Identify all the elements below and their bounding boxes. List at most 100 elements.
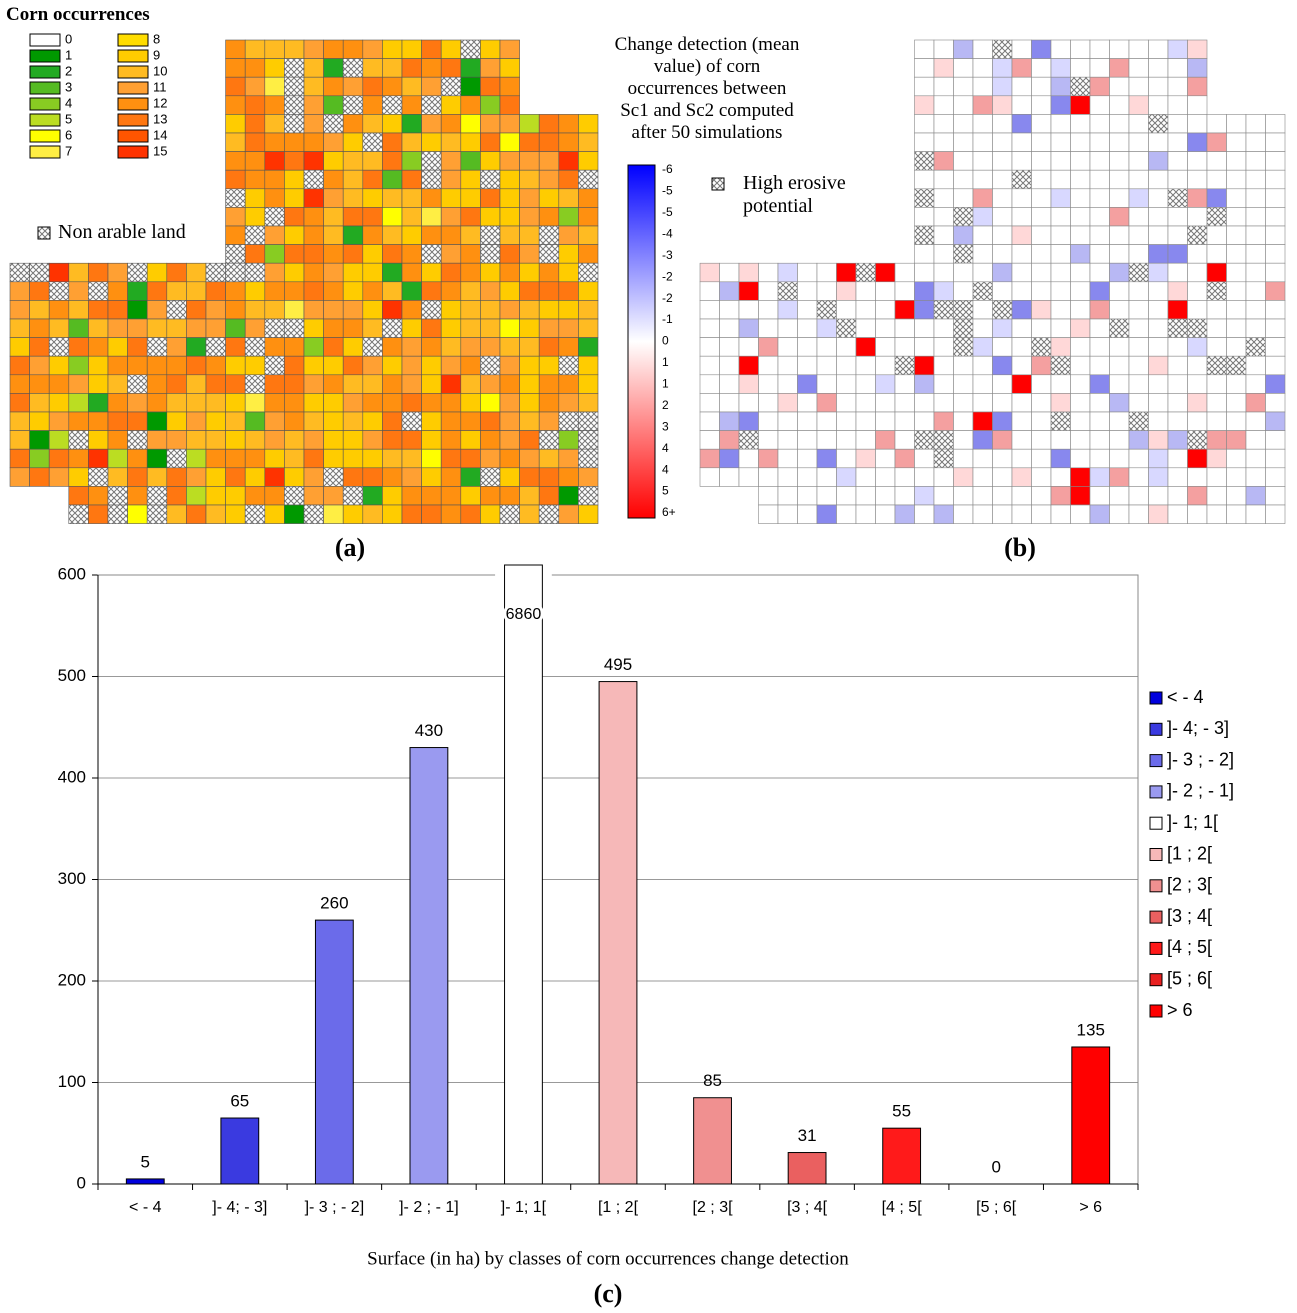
- map-parcel: [1128, 281, 1149, 301]
- map-parcel: [1167, 467, 1188, 487]
- map-parcel: [127, 393, 148, 413]
- map-parcel: [421, 411, 442, 431]
- map-parcel: [1245, 244, 1266, 264]
- map-parcel: [362, 76, 383, 97]
- map-parcel: [972, 393, 993, 413]
- map-parcel: [1031, 188, 1052, 208]
- map-parcel: [225, 76, 246, 97]
- map-parcel: [972, 467, 993, 487]
- map-parcel: [68, 486, 89, 506]
- map-parcel: [460, 281, 481, 301]
- map-parcel: [992, 225, 1013, 245]
- map-parcel: [264, 411, 285, 431]
- map-parcel: [1245, 281, 1266, 301]
- map-parcel: [953, 95, 974, 115]
- map-parcel: [1167, 58, 1188, 78]
- map-parcel: [738, 393, 759, 413]
- map-parcel: [558, 318, 579, 338]
- map-parcel: [953, 486, 974, 506]
- map-parcel: [401, 114, 422, 134]
- map-parcel: [1265, 244, 1286, 264]
- map-parcel: [1187, 262, 1208, 283]
- value-label: 260: [320, 894, 348, 913]
- map-parcel: [933, 244, 954, 264]
- value-label: 55: [892, 1102, 911, 1121]
- map-parcel: [323, 39, 344, 59]
- map-parcel: [186, 318, 207, 338]
- map-parcel: [558, 486, 579, 506]
- map-parcel: [578, 430, 599, 450]
- map-parcel: [342, 262, 364, 283]
- map-parcel: [1226, 430, 1247, 450]
- map-parcel: [303, 337, 324, 357]
- map-parcel: [1265, 355, 1286, 376]
- map-parcel: [460, 337, 481, 357]
- map-parcel: [992, 169, 1013, 190]
- hatch-swatch: [711, 177, 725, 191]
- legend-swatch: [29, 113, 61, 127]
- map-parcel: [225, 448, 246, 469]
- map-parcel: [1226, 486, 1247, 506]
- map-parcel: [440, 262, 462, 283]
- map-parcel: [68, 355, 89, 376]
- map-parcel: [914, 411, 935, 431]
- value-label: 65: [230, 1092, 249, 1111]
- map-parcel: [460, 467, 481, 487]
- map-title: Corn occurrences: [6, 4, 150, 25]
- map-parcel: [244, 114, 266, 134]
- map-parcel: [1089, 225, 1110, 245]
- map-parcel: [29, 337, 50, 357]
- map-parcel: [1050, 95, 1071, 115]
- map-parcel: [48, 300, 70, 320]
- map-parcel: [480, 207, 501, 227]
- legend-label: ]- 2 ; - 1]: [1167, 781, 1234, 801]
- map-parcel: [401, 467, 422, 487]
- map-parcel: [1031, 504, 1052, 524]
- map-parcel: [992, 95, 1013, 115]
- map-parcel: [933, 132, 954, 152]
- map-parcel: [1226, 393, 1247, 413]
- map-parcel: [1050, 374, 1071, 394]
- map-parcel: [440, 486, 462, 506]
- map-parcel: [1011, 262, 1032, 283]
- map-parcel: [1050, 76, 1071, 97]
- y-tick-label: 600: [58, 564, 86, 583]
- map-parcel: [107, 281, 128, 301]
- map-parcel: [855, 411, 876, 431]
- map-parcel: [1206, 207, 1227, 227]
- map-parcel: [166, 262, 187, 283]
- map-parcel: [1128, 244, 1149, 264]
- map-parcel: [1226, 281, 1247, 301]
- map-parcel: [205, 504, 226, 524]
- map-parcel: [382, 114, 403, 134]
- map-parcel: [558, 244, 579, 264]
- map-parcel: [972, 430, 993, 450]
- map-parcel: [1128, 207, 1149, 227]
- map-parcel: [855, 393, 876, 413]
- map-parcel: [1031, 169, 1052, 190]
- map-parcel: [953, 337, 974, 357]
- map-parcel: [719, 374, 740, 394]
- map-parcel: [578, 169, 599, 190]
- map-parcel: [460, 132, 481, 152]
- map-parcel: [284, 448, 305, 469]
- map-parcel: [914, 393, 935, 413]
- map-parcel: [816, 281, 837, 301]
- map-parcel: [578, 374, 599, 394]
- map-parcel: [1031, 281, 1052, 301]
- scale-label: 1: [662, 355, 669, 369]
- map-parcel: [1109, 207, 1130, 227]
- map-parcel: [29, 300, 50, 320]
- map-parcel: [953, 207, 974, 227]
- map-parcel: [244, 188, 266, 208]
- map-parcel: [855, 337, 876, 357]
- map-parcel: [1265, 411, 1286, 431]
- map-parcel: [558, 300, 579, 320]
- map-parcel: [225, 430, 246, 450]
- map-parcel: [284, 132, 305, 152]
- map-parcel: [460, 207, 481, 227]
- map-parcel: [519, 411, 540, 431]
- map-parcel: [342, 411, 364, 431]
- map-parcel: [146, 486, 168, 506]
- map-parcel: [1050, 467, 1071, 487]
